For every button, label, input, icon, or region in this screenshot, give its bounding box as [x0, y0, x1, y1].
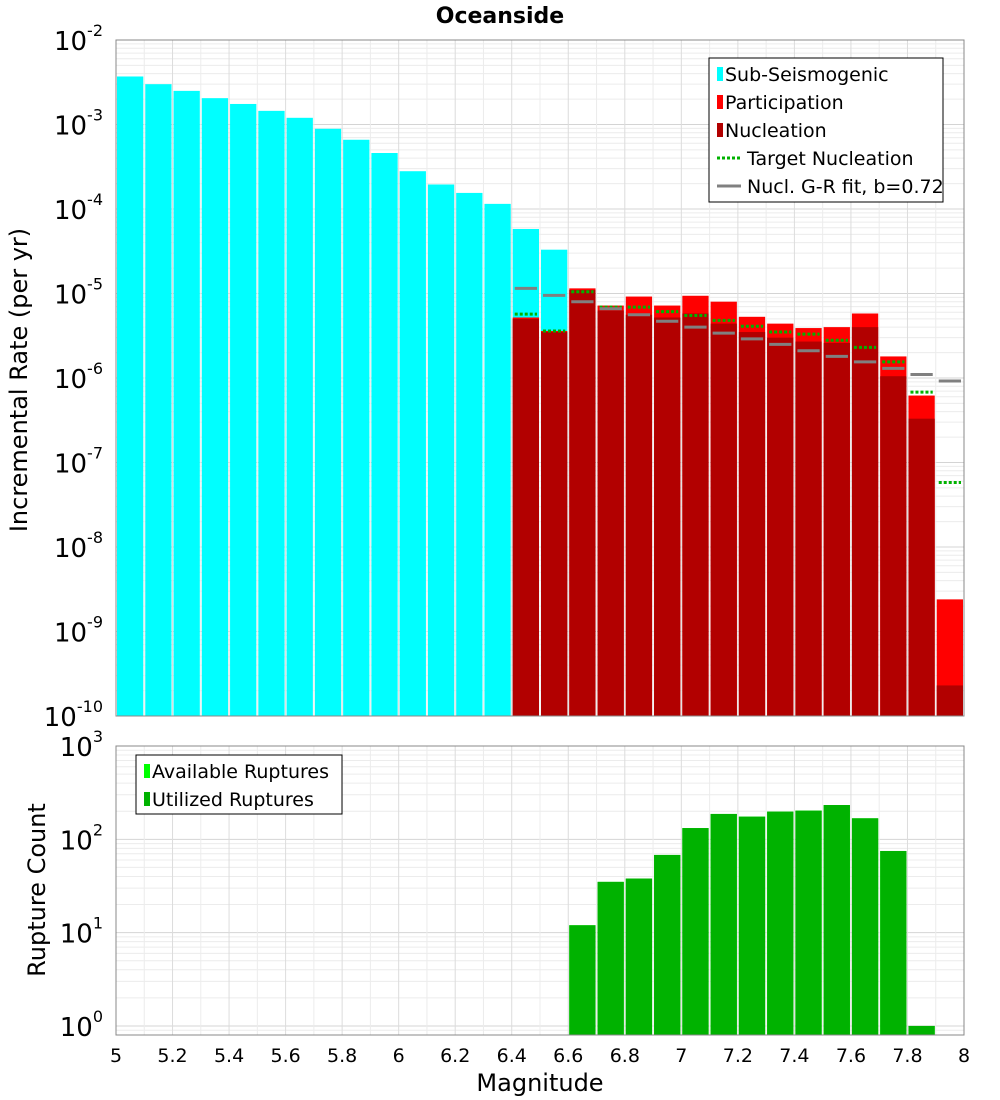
chart-title: Oceanside [436, 4, 564, 29]
top-y-tick-label: 10-2 [54, 21, 103, 57]
top-bar-nucleation [597, 310, 624, 716]
top-bar-nucleation [738, 332, 766, 716]
top-y-tick-label: 10-10 [44, 697, 103, 733]
top-legend [708, 57, 944, 203]
x-tick-label: 7.4 [779, 1045, 809, 1067]
bottom-bar-utilized-ruptures [738, 816, 766, 1035]
top-bar-sub-seismogenic [117, 76, 144, 717]
top-legend-swatch [717, 123, 723, 137]
top-y-tick-label: 10-3 [54, 106, 103, 142]
bottom-legend-swatch [144, 764, 150, 778]
rate-panel: 10-2 10-3 10-4 10-5 10-6 10-7 10-8 10-9 10-10 Sub… [44, 21, 965, 733]
top-bar-sub-seismogenic [145, 84, 172, 717]
top-y-axis-label: Incremental Rate (per yr) [5, 228, 33, 532]
rupture-count-panel: 103 102 101 100 5 5.2 5.4 5.6 5.8 6 6.2 6.4 6.6 6.8 7 7… [60, 727, 970, 1067]
x-tick-label: 7.2 [723, 1045, 753, 1067]
bottom-bar-utilized-ruptures [823, 805, 850, 1035]
x-tick-label: 6.6 [553, 1045, 583, 1067]
x-tick-label: 7.6 [836, 1045, 866, 1067]
bottom-plot-frame [115, 745, 965, 1036]
x-tick-label: 7.8 [892, 1045, 922, 1067]
x-tick-label: 5.6 [270, 1045, 300, 1067]
top-bar-sub-seismogenic [484, 203, 511, 716]
x-tick-label: 5.8 [327, 1045, 357, 1067]
x-tick-label: 7 [675, 1045, 687, 1067]
top-legend-label: Target Nucleation [746, 148, 914, 170]
bottom-bar-utilized-ruptures [767, 811, 794, 1035]
top-bar-nucleation [682, 313, 709, 716]
bottom-bar-utilized-ruptures [880, 850, 907, 1035]
bottom-bar-utilized-ruptures [908, 1025, 935, 1035]
top-legend-label: Sub-Seismogenic [725, 64, 889, 86]
x-tick-label: 5.2 [157, 1045, 187, 1067]
top-y-tick-label: 10-5 [54, 275, 103, 311]
top-legend-swatch [717, 95, 723, 109]
x-axis-label: Magnitude [476, 1069, 603, 1097]
x-tick-label: 6.2 [440, 1045, 470, 1067]
x-tick-label: 6.8 [610, 1045, 640, 1067]
bottom-legend-swatch [144, 792, 150, 806]
top-bar-nucleation [710, 323, 737, 716]
bottom-y-tick-label: 100 [60, 1007, 103, 1043]
top-bar-nucleation [512, 318, 539, 716]
top-y-tick-label: 10-6 [54, 359, 103, 395]
bottom-y-tick-label: 102 [60, 820, 103, 856]
top-bar-nucleation [823, 342, 850, 716]
top-legend-label: Participation [725, 92, 844, 114]
top-bar-sub-seismogenic [258, 110, 285, 717]
top-bar-nucleation [625, 314, 653, 716]
top-bar-sub-seismogenic [314, 128, 342, 716]
bottom-y-axis-label: Rupture Count [23, 803, 51, 977]
top-bar-nucleation [569, 290, 596, 716]
top-bar-nucleation [767, 337, 794, 716]
top-legend-label: Nucl. G-R fit, b=0.72 [747, 176, 944, 198]
bottom-bar-utilized-ruptures [625, 878, 653, 1035]
bottom-bar-utilized-ruptures [795, 810, 822, 1035]
top-bar-nucleation [795, 341, 822, 716]
x-tick-label: 8 [958, 1045, 970, 1067]
top-bar-nucleation [851, 327, 879, 716]
top-bar-sub-seismogenic [286, 117, 313, 716]
top-legend-label: Nucleation [725, 120, 827, 142]
top-y-tick-label: 10-9 [54, 613, 103, 649]
top-y-tick-label: 10-4 [54, 190, 103, 226]
top-bar-sub-seismogenic [201, 98, 229, 716]
bottom-bar-utilized-ruptures [682, 828, 709, 1035]
x-tick-label: 5.4 [214, 1045, 244, 1067]
bottom-legend-label: Available Ruptures [152, 761, 329, 783]
top-bar-nucleation [654, 317, 681, 716]
bottom-bar-utilized-ruptures [851, 818, 879, 1035]
top-bar-sub-seismogenic [456, 192, 483, 716]
top-bar-sub-seismogenic [173, 90, 200, 716]
top-bar-sub-seismogenic [343, 139, 370, 716]
bottom-bar-utilized-ruptures [654, 854, 681, 1035]
bottom-y-tick-label: 101 [60, 914, 103, 950]
bottom-bar-utilized-ruptures [569, 925, 596, 1035]
top-bar-sub-seismogenic [371, 152, 398, 717]
bottom-legend [135, 754, 343, 815]
top-bar-sub-seismogenic [399, 171, 426, 716]
top-bar-nucleation [908, 418, 935, 716]
top-bar-nucleation [936, 685, 963, 716]
top-bar-sub-seismogenic [230, 103, 257, 717]
top-y-tick-label: 10-8 [54, 528, 103, 564]
x-tick-label: 6 [393, 1045, 405, 1067]
top-bar-sub-seismogenic [427, 184, 455, 717]
x-tick-label: 6.4 [497, 1045, 527, 1067]
top-legend-swatch [717, 67, 723, 81]
top-plot-frame [115, 39, 965, 717]
bottom-legend-label: Utilized Ruptures [152, 789, 314, 811]
bottom-y-tick-label: 103 [60, 727, 103, 763]
top-bar-nucleation [880, 376, 907, 716]
top-bar-nucleation [541, 332, 568, 716]
bottom-bar-utilized-ruptures [710, 813, 737, 1035]
bottom-bar-utilized-ruptures [597, 881, 624, 1035]
x-tick-label: 5 [110, 1045, 122, 1067]
top-y-tick-label: 10-7 [54, 444, 103, 480]
